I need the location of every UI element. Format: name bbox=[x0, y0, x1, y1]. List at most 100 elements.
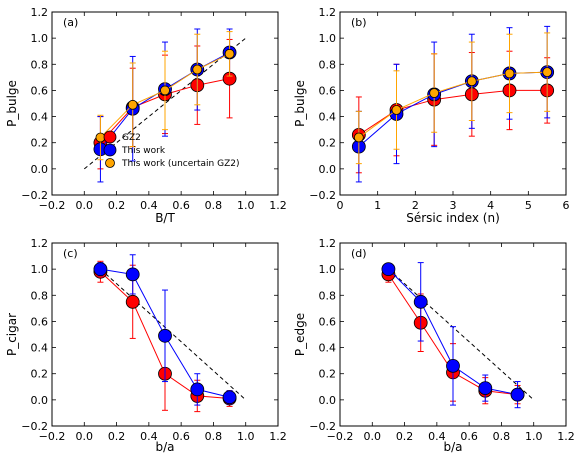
x-tick-label: −0.2 bbox=[327, 430, 354, 443]
y-tick-label: 0.8 bbox=[319, 58, 337, 71]
y-tick-label: 0.6 bbox=[31, 84, 49, 97]
x-tick-label: 1.0 bbox=[237, 430, 255, 443]
data-point bbox=[391, 105, 402, 115]
y-tick-label: 0.2 bbox=[319, 368, 337, 381]
legend-entry: GZ2 bbox=[122, 133, 141, 143]
y-tick-label: −0.2 bbox=[309, 189, 336, 202]
y-axis-label: P_edge bbox=[293, 313, 307, 356]
y-axis-label: P_bulge bbox=[5, 80, 19, 127]
data-point bbox=[542, 67, 553, 78]
y-tick-label: 0.6 bbox=[319, 84, 337, 97]
data-point bbox=[190, 382, 205, 397]
x-tick-label: 0.0 bbox=[364, 430, 382, 443]
x-tick-label: 1.0 bbox=[237, 199, 255, 212]
y-tick-label: 0.6 bbox=[31, 315, 49, 328]
plot-frame bbox=[51, 11, 279, 196]
x-tick-label: 5 bbox=[525, 199, 532, 212]
y-tick-label: 1.0 bbox=[31, 32, 49, 45]
data-point bbox=[504, 68, 515, 79]
y-tick-label: 0.6 bbox=[319, 315, 337, 328]
y-tick-label: 0.8 bbox=[31, 58, 49, 71]
series-2 bbox=[93, 254, 237, 406]
plot-frame bbox=[51, 242, 279, 427]
y-tick-label: −0.2 bbox=[309, 420, 336, 433]
x-axis-label: b/a bbox=[443, 440, 462, 454]
y-axis-label: P_cigar bbox=[5, 313, 19, 356]
plot-frame bbox=[339, 11, 567, 196]
x-axis-label: B/T bbox=[155, 211, 175, 225]
x-axis-label: Sérsic index (n) bbox=[406, 211, 500, 225]
series-line bbox=[358, 89, 548, 136]
x-tick-label: 0.2 bbox=[108, 430, 126, 443]
x-tick-label: 6 bbox=[563, 199, 570, 212]
data-point bbox=[381, 262, 396, 277]
panel-label: (b) bbox=[351, 16, 367, 29]
x-tick-label: 4 bbox=[487, 199, 494, 212]
data-point bbox=[127, 99, 138, 110]
y-tick-label: 0.0 bbox=[319, 394, 337, 407]
data-point bbox=[466, 76, 477, 87]
chart-panel-2: 0 1 2 3 4 5 6 −0.2 0.0 0.2 0.4 0.6 0.8 1.0 1.2 (b) Sérsi… bbox=[293, 6, 570, 225]
data-point bbox=[192, 64, 203, 75]
y-tick-label: 1.0 bbox=[31, 263, 49, 276]
y-tick-label: 0.4 bbox=[31, 342, 49, 355]
reference-diagonal-line bbox=[100, 268, 247, 401]
x-tick-label: 0.6 bbox=[460, 430, 478, 443]
legend-marker bbox=[103, 130, 117, 144]
series-1 bbox=[351, 50, 555, 174]
data-point bbox=[413, 294, 428, 309]
y-tick-label: 1.2 bbox=[319, 237, 337, 250]
series-line bbox=[358, 71, 548, 138]
y-tick-label: 0.2 bbox=[31, 137, 49, 150]
plot-frame bbox=[339, 242, 567, 427]
data-point bbox=[510, 387, 525, 402]
data-point bbox=[224, 48, 235, 59]
panel-label: (c) bbox=[63, 247, 78, 260]
data-point bbox=[478, 381, 493, 395]
y-tick-label: 0.2 bbox=[31, 368, 49, 381]
x-tick-label: 0.8 bbox=[205, 199, 223, 212]
data-point bbox=[125, 294, 140, 309]
x-tick-label: 2 bbox=[412, 199, 419, 212]
y-tick-label: 0.4 bbox=[319, 342, 337, 355]
series-3 bbox=[353, 32, 553, 165]
x-tick-label: −0.2 bbox=[39, 199, 66, 212]
chart-panel-3: −0.2 0.0 0.2 0.4 0.6 0.8 1.0 1.2 −0.2 0.0 0.2 0.4 0.… bbox=[5, 237, 287, 454]
x-tick-label: 0.0 bbox=[76, 430, 94, 443]
data-point bbox=[429, 88, 440, 98]
x-tick-label: 0.6 bbox=[172, 199, 190, 212]
panel-label: (d) bbox=[351, 247, 367, 260]
y-tick-label: 0.8 bbox=[31, 289, 49, 302]
data-point bbox=[125, 267, 140, 282]
chart-panel-4: −0.2 0.0 0.2 0.4 0.6 0.8 1.0 1.2 −0.2 0.0 0.2 0.4 0.… bbox=[293, 237, 574, 454]
data-point bbox=[446, 358, 460, 373]
x-axis-label: b/a bbox=[155, 440, 174, 454]
data-point bbox=[93, 262, 108, 277]
data-point bbox=[222, 390, 237, 405]
chart-panel-1: −0.2 0.0 0.2 0.4 0.6 0.8 1.0 1.2 −0.2 0.0 0.2 0.4 0.… bbox=[5, 6, 287, 225]
data-point bbox=[95, 132, 106, 143]
series-2 bbox=[381, 262, 525, 409]
data-point bbox=[158, 328, 172, 343]
x-tick-label: 0.6 bbox=[172, 430, 190, 443]
x-tick-label: 0.0 bbox=[76, 199, 94, 212]
legend-entry: This work (uncertain GZ2) bbox=[121, 159, 239, 169]
x-tick-label: 1 bbox=[374, 199, 381, 212]
y-tick-label: 0.4 bbox=[319, 111, 337, 124]
y-tick-label: −0.2 bbox=[21, 420, 48, 433]
y-tick-label: 1.2 bbox=[31, 237, 49, 250]
x-tick-label: 0.4 bbox=[428, 430, 446, 443]
x-tick-label: 1.2 bbox=[269, 199, 287, 212]
y-tick-label: 0.8 bbox=[319, 289, 337, 302]
y-tick-label: 1.2 bbox=[319, 6, 337, 19]
reference-diagonal-line bbox=[388, 268, 535, 401]
legend: GZ2 This work This work (uncertain GZ2) bbox=[103, 130, 239, 169]
data-point bbox=[160, 85, 170, 96]
y-tick-label: 1.0 bbox=[319, 263, 337, 276]
y-tick-label: 0.0 bbox=[31, 163, 49, 176]
y-tick-label: 0.0 bbox=[319, 163, 337, 176]
y-tick-label: 0.2 bbox=[319, 137, 337, 150]
y-tick-label: 0.4 bbox=[31, 111, 49, 124]
x-tick-label: 1.2 bbox=[269, 430, 287, 443]
legend-marker bbox=[103, 143, 117, 157]
